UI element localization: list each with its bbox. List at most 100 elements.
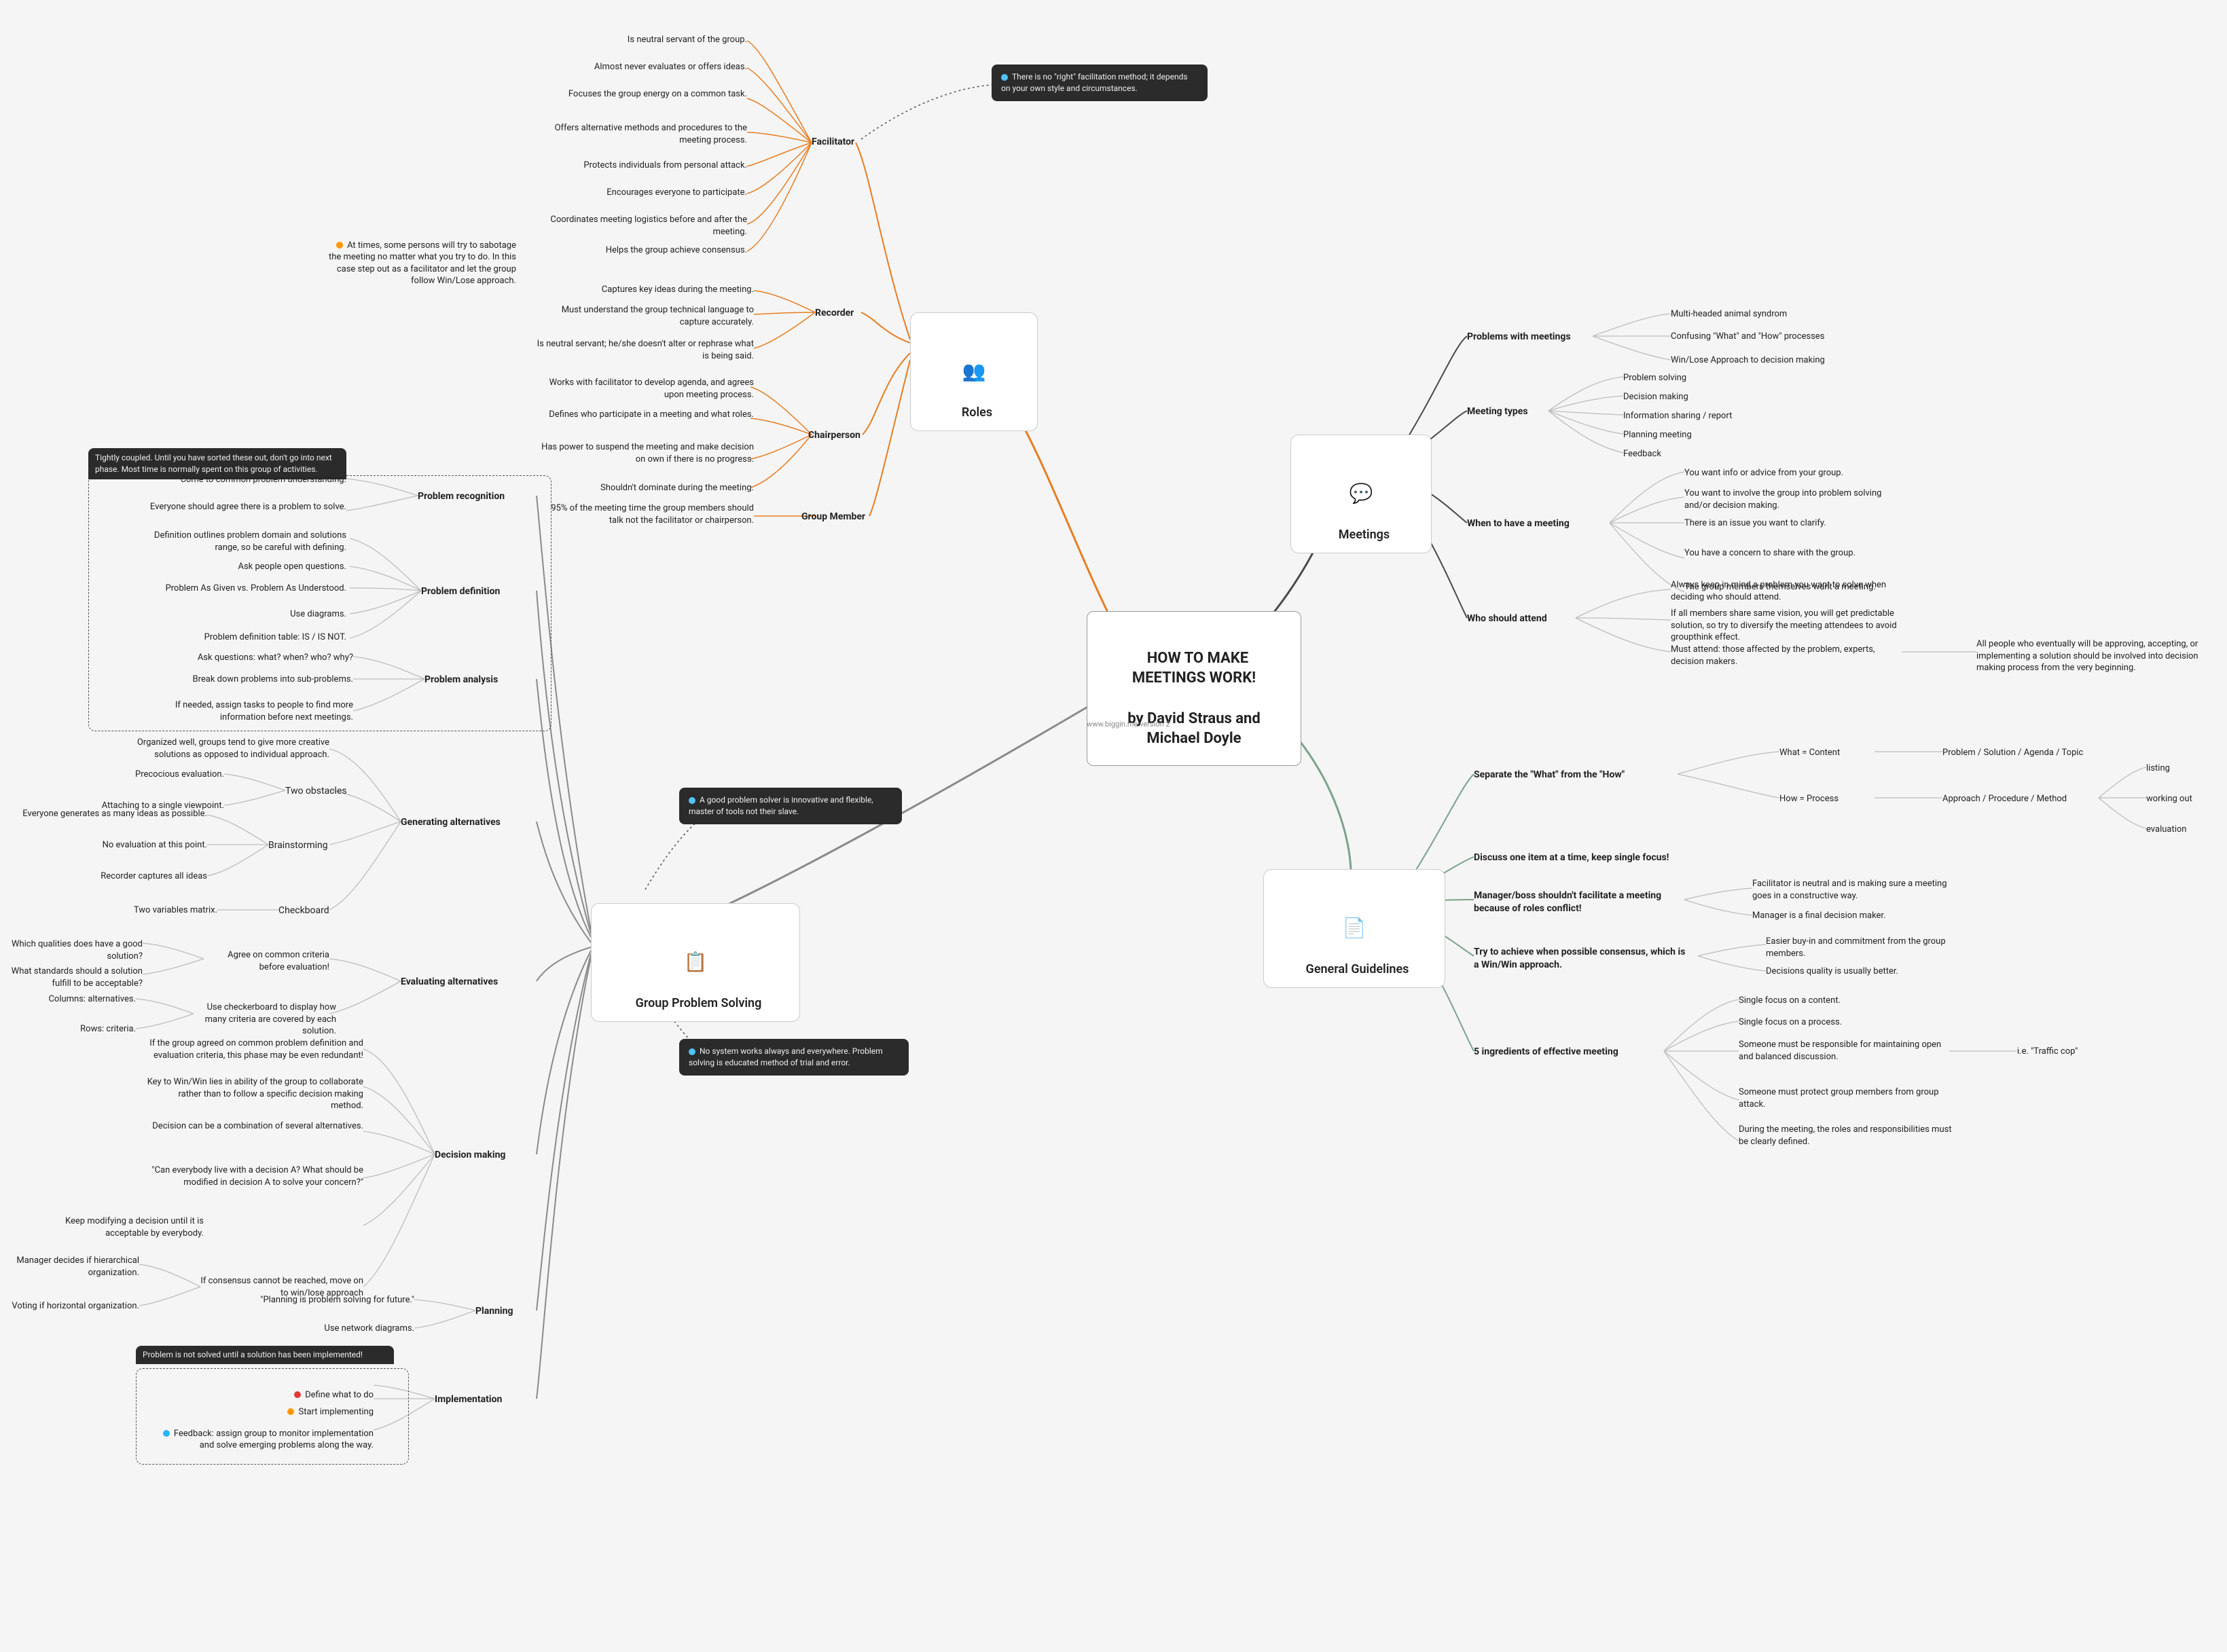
leaf: Rows: criteria. [41, 1023, 136, 1035]
leaf: Someone must be responsible for maintain… [1739, 1039, 1942, 1063]
note-text: Tightly coupled. Until you have sorted t… [95, 453, 332, 474]
leaf: Helps the group achieve consensus. [523, 244, 747, 257]
leaf: Always keep in mind a problem you want t… [1671, 579, 1888, 603]
central-node: HOW TO MAKE MEETINGS WORK! by David Stra… [1087, 611, 1301, 766]
hub-roles-label: Roles [962, 405, 992, 420]
note-gps-top: A good problem solver is innovative and … [679, 788, 902, 824]
hub-gps: 📋 Group Problem Solving [591, 903, 800, 1022]
sub-types: Meeting types [1467, 405, 1528, 418]
leaf: Facilitator is neutral and is making sur… [1752, 878, 1963, 902]
impl-groupnote: Problem is not solved until a solution h… [136, 1346, 394, 1364]
leaf: Use diagrams. [129, 608, 346, 621]
sub-recognition: Problem recognition [418, 490, 505, 503]
leaf: Decision making [1623, 391, 1688, 403]
leaf: Focuses the group energy on a common tas… [523, 88, 747, 100]
leaf: If needed, assign tasks to people to fin… [136, 699, 353, 723]
leaf: Has power to suspend the meeting and mak… [530, 441, 754, 465]
leaf-sabotage: At times, some persons will try to sabot… [319, 227, 516, 287]
sub-recorder: Recorder [815, 307, 854, 320]
leaf: Ask questions: what? when? who? why? [136, 652, 353, 664]
hub-gps-label: Group Problem Solving [636, 996, 762, 1010]
leaf: "Can everybody live with a decision A? W… [146, 1164, 363, 1188]
note-text: Problem is not solved until a solution h… [143, 1350, 363, 1359]
leaf: working out [2146, 793, 2192, 805]
leaf: Confusing "What" and "How" processes [1671, 331, 1824, 343]
gps-icon: 📋 [611, 949, 780, 975]
leaf: Problem As Given vs. Problem As Understo… [129, 583, 346, 595]
leaf: There is an issue you want to clarify. [1684, 517, 1895, 530]
sub-generating: Generating alternatives [401, 816, 501, 829]
leaf: Manager is a final decision maker. [1752, 910, 1963, 922]
leaf: Manager decides if hierarchical organiza… [0, 1255, 139, 1279]
leaf: Offers alternative methods and procedure… [523, 122, 747, 146]
leaf: Single focus on a process. [1739, 1016, 1942, 1029]
hub-general: 📄 General Guidelines [1263, 869, 1445, 988]
leaf: Planning meeting [1623, 429, 1692, 441]
leaf: Use checkerboard to display how many cri… [194, 1002, 336, 1038]
leaf: Columns: alternatives. [41, 993, 136, 1006]
leaf: All people who eventually will be approv… [1976, 638, 2207, 674]
sub-chairperson: Chairperson [808, 429, 861, 442]
hub-roles: 👥 Roles [910, 312, 1038, 431]
leaf: Everyone should agree there is a problem… [136, 501, 346, 513]
leaf: Protects individuals from personal attac… [523, 160, 747, 172]
leaf: Problem solving [1623, 372, 1686, 384]
leaf: Keep modifying a decision until it is ac… [20, 1215, 204, 1239]
central-footer: www.biggin.me version 2 [1087, 720, 1170, 729]
sub-consensus: Try to achieve when possible consensus, … [1474, 946, 1691, 972]
leaf: 95% of the meeting time the group member… [543, 502, 754, 526]
gps-groupbox [88, 475, 551, 731]
leaf: What = Content [1779, 747, 1840, 759]
leaf: You have a concern to share with the gro… [1684, 547, 1895, 559]
leaf: listing [2146, 763, 2170, 775]
leaf: If the group agreed on common problem de… [146, 1038, 363, 1061]
sub-group-member: Group Member [801, 511, 865, 524]
hub-meetings: 💬 Meetings [1290, 435, 1432, 553]
hub-general-label: General Guidelines [1306, 962, 1409, 976]
leaf: How = Process [1779, 793, 1839, 805]
leaf: You want info or advice from your group. [1684, 467, 1895, 479]
sub-checkboard: Checkboard [278, 904, 329, 917]
leaf: During the meeting, the roles and respon… [1739, 1124, 1956, 1148]
sub-evaluating: Evaluating alternatives [401, 976, 498, 989]
leaf: Single focus on a content. [1739, 995, 1942, 1007]
leaf: Everyone generates as many ideas as poss… [20, 808, 207, 820]
sub-two-obstacles: Two obstacles [285, 785, 347, 798]
leaf: Shouldn't dominate during the meeting. [530, 482, 754, 494]
leaf: Decisions quality is usually better. [1766, 966, 1970, 978]
leaf: "Planning is problem solving for future.… [217, 1294, 414, 1306]
leaf: Organized well, groups tend to give more… [112, 737, 329, 760]
sub-separate: Separate the "What" from the "How" [1474, 769, 1671, 782]
leaf-text: At times, some persons will try to sabot… [329, 240, 518, 287]
leaf: Use network diagrams. [217, 1323, 414, 1335]
leaf: Voting if horizontal organization. [0, 1300, 139, 1313]
leaf: What standards should a solution fulfill… [0, 966, 143, 989]
leaf: Which qualities does have a good solutio… [0, 938, 143, 962]
sub-definition: Problem definition [421, 585, 500, 598]
leaf: Come to common problem understanding. [136, 474, 346, 486]
leaf: Key to Win/Win lies in ability of the gr… [146, 1076, 363, 1112]
leaf: Must attend: those affected by the probl… [1671, 644, 1888, 667]
leaf: Coordinates meeting logistics before and… [523, 214, 747, 238]
leaf: Encourages everyone to participate. [523, 187, 747, 199]
leaf: If all members share same vision, you wi… [1671, 608, 1902, 644]
note-facilitator: There is no "right" facilitation method;… [992, 65, 1208, 101]
hub-meetings-label: Meetings [1339, 528, 1390, 542]
info-icon [163, 1430, 170, 1437]
meetings-icon: 💬 [1310, 481, 1412, 507]
leaf: Someone must protect group members from … [1739, 1086, 1942, 1110]
sub-conflict: Manager/boss shouldn't facilitate a meet… [1474, 889, 1678, 915]
leaf: Start implementing [190, 1394, 374, 1418]
sub-problems: Problems with meetings [1467, 331, 1571, 344]
leaf: Is neutral servant of the group. [523, 34, 747, 46]
leaf: Captures key ideas during the meeting. [537, 284, 754, 296]
leaf: Approach / Procedure / Method [1942, 793, 2067, 805]
info-icon [689, 797, 695, 804]
general-icon: 📄 [1283, 915, 1426, 941]
leaf: Two variables matrix. [82, 904, 217, 917]
roles-icon: 👥 [930, 359, 1018, 384]
sub-when: When to have a meeting [1467, 517, 1570, 530]
note-text: There is no "right" facilitation method;… [1001, 72, 1188, 93]
leaf: Break down problems into sub-problems. [136, 674, 353, 686]
leaf: Multi-headed animal syndrom [1671, 308, 1787, 320]
